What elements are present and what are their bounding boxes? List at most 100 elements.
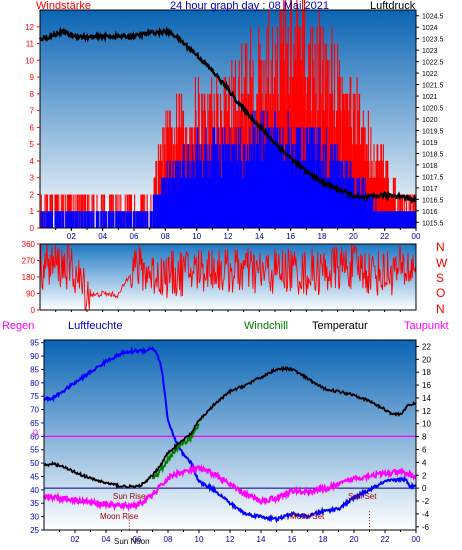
wind-y-tick-label: 6 [30, 123, 35, 132]
climate-x-tick-label: 06 [133, 535, 142, 544]
temperature-y-tick-label: 18 [422, 368, 431, 377]
humidity-y-tick-label: 30 [30, 513, 39, 522]
humidity-y-tick-label: 75 [30, 392, 39, 401]
climate-x-tick-label: 02 [71, 535, 80, 544]
pressure-y-tick-label: 1021 [422, 94, 438, 101]
wind-x-tick-label: 22 [380, 232, 389, 241]
moon-rise-label: Moon Rise [100, 512, 139, 521]
pressure-y-tick-label: 1017 [422, 186, 438, 193]
wind-x-tick-label: 08 [161, 232, 170, 241]
temperature-y-tick-label: 6 [422, 445, 427, 454]
wind-x-tick-label: 06 [130, 232, 139, 241]
rain-zero-label: 0 [33, 428, 39, 438]
temperature-label: Temperatur [312, 320, 368, 332]
wind-y-tick-label: 4 [30, 157, 35, 166]
pressure-y-tick-label: 1024.5 [422, 14, 444, 21]
wind-direction-series [39, 243, 417, 311]
temperature-y-tick-label: -4 [422, 510, 430, 519]
sun-set-label: Sun Set [348, 492, 377, 501]
wind-x-tick-label: 18 [318, 232, 327, 241]
direction-y-tick-label: 90 [26, 290, 35, 299]
graph-title: 24 hour graph day : 08 Mai 2021 [170, 0, 330, 12]
temperature-y-tick-label: 4 [422, 458, 427, 467]
pressure-y-tick-label: 1023 [422, 48, 438, 55]
wind-y-tick-label: 12 [25, 23, 34, 32]
wind-y-tick-label: 0 [30, 224, 35, 233]
pressure-y-tick-label: 1015.5 [422, 220, 444, 227]
pressure-y-tick-label: 1019 [422, 140, 438, 147]
wind-x-tick-label: 14 [255, 232, 264, 241]
humidity-y-tick-label: 35 [30, 499, 39, 508]
temperature-y-tick-label: 2 [422, 471, 427, 480]
rain-label: Regen [2, 320, 35, 332]
direction-y-tick-label: 270 [22, 257, 36, 266]
compass-o: O [436, 286, 446, 300]
wind-y-tick-label: 5 [30, 140, 35, 149]
humidity-y-tick-label: 40 [30, 486, 39, 495]
pressure-y-tick-label: 1022 [422, 71, 438, 78]
humidity-y-tick-label: 85 [30, 365, 39, 374]
temperature-y-tick-label: 0 [422, 484, 427, 493]
humidity-y-tick-label: 80 [30, 379, 39, 388]
humidity-y-tick-label: 70 [30, 406, 39, 415]
climate-x-tick-label: 14 [257, 535, 266, 544]
pressure-y-tick-label: 1019.5 [422, 128, 444, 135]
pressure-y-tick-label: 1016.5 [422, 197, 444, 204]
direction-y-tick-label: 360 [22, 240, 36, 249]
wind-x-tick-label: 02 [67, 232, 76, 241]
climate-x-tick-label: 00 [412, 535, 421, 544]
sun-rise-label: Sun Rise [113, 492, 146, 501]
humidity-y-tick-label: 50 [30, 459, 39, 468]
pressure-y-tick-label: 1024 [422, 25, 438, 32]
temperature-y-tick-label: 10 [422, 420, 431, 429]
wind-y-tick-label: 2 [30, 190, 35, 199]
dewpoint-label: Taupunkt [404, 320, 449, 332]
wind-x-tick-label: 20 [349, 232, 358, 241]
climate-x-tick-label: 18 [319, 535, 328, 544]
humidity-y-tick-label: 25 [30, 526, 39, 535]
climate-x-tick-label: 16 [288, 535, 297, 544]
temperature-y-tick-label: 22 [422, 342, 431, 351]
compass-n-bottom: N [436, 302, 445, 316]
temperature-y-tick-label: -2 [422, 497, 430, 506]
temperature-y-tick-label: -6 [422, 523, 430, 532]
wind-x-tick-label: 04 [98, 232, 107, 241]
compass-w: W [436, 256, 448, 270]
dewpoint-series [43, 463, 417, 512]
humidity-label: Luftfeuchte [68, 320, 123, 332]
wind-y-tick-label: 10 [25, 56, 34, 65]
pressure-y-tick-label: 1017.5 [422, 174, 444, 181]
humidity-y-tick-label: 95 [30, 339, 39, 348]
pressure-y-tick-label: 1022.5 [422, 60, 444, 67]
air-pressure-label: Luftdruck [370, 0, 416, 12]
pressure-y-tick-label: 1020 [422, 117, 438, 124]
pressure-y-tick-label: 1023.5 [422, 37, 444, 44]
humidity-series [43, 346, 417, 524]
direction-y-tick-label: 0 [31, 306, 36, 315]
pressure-y-tick-label: 1016 [422, 209, 438, 216]
climate-x-tick-label: 10 [195, 535, 204, 544]
climate-x-tick-label: 04 [102, 535, 111, 544]
temperature-y-tick-label: 8 [422, 433, 427, 442]
temperature-y-tick-label: 20 [422, 355, 431, 364]
pressure-y-tick-label: 1018.5 [422, 151, 444, 158]
moon-set-label: Moon Set [290, 512, 325, 521]
pressure-y-tick-label: 1021.5 [422, 83, 444, 90]
temperature-y-tick-label: 16 [422, 381, 431, 390]
pressure-y-tick-label: 1018 [422, 163, 438, 170]
climate-x-tick-label: 08 [164, 535, 173, 544]
wind-x-tick-label: 00 [412, 232, 421, 241]
wind-y-tick-label: 11 [26, 40, 35, 49]
temperature-y-tick-label: 14 [422, 394, 431, 403]
wind-y-tick-label: 3 [30, 174, 35, 183]
wind-y-tick-label: 7 [30, 107, 35, 116]
wind-x-tick-label: 16 [286, 232, 295, 241]
climate-x-tick-label: 20 [350, 535, 359, 544]
compass-n-top: N [436, 240, 445, 254]
humidity-y-tick-label: 45 [30, 472, 39, 481]
compass-s: S [436, 271, 445, 285]
wind-x-tick-label: 12 [224, 232, 233, 241]
climate-x-tick-label: 22 [381, 535, 390, 544]
